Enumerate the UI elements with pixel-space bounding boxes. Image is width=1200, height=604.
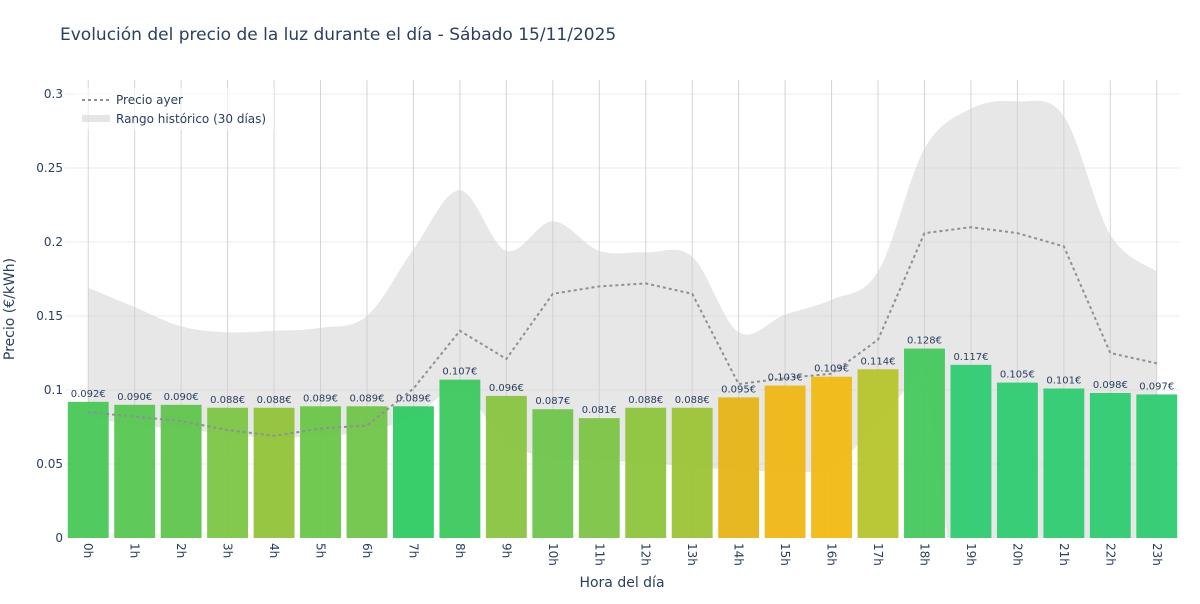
legend-background: [74, 88, 274, 130]
y-tick-label: 0.25: [36, 161, 63, 175]
bar-value-label: 0.092€: [71, 389, 106, 400]
bar-value-label: 0.101€: [1046, 376, 1081, 387]
bar-value-label: 0.088€: [257, 395, 292, 406]
price-bar[interactable]: [718, 397, 760, 538]
x-tick-label: 1h: [128, 543, 142, 558]
x-tick-label: 14h: [732, 543, 746, 566]
x-tick-label: 20h: [1010, 543, 1024, 566]
x-tick-label: 23h: [1150, 543, 1164, 566]
bar-value-label: 0.089€: [396, 393, 431, 404]
y-tick-label: 0: [55, 531, 63, 545]
price-bar[interactable]: [300, 406, 341, 538]
x-tick-label: 22h: [1103, 543, 1117, 566]
bar-value-label: 0.090€: [117, 392, 152, 403]
bar-value-label: 0.088€: [210, 395, 245, 406]
bar-value-label: 0.117€: [953, 352, 988, 363]
x-tick-label: 19h: [964, 543, 978, 566]
x-tick-label: 21h: [1057, 543, 1071, 566]
legend-label-history[interactable]: Rango histórico (30 días): [116, 112, 266, 126]
bar-value-label: 0.098€: [1093, 380, 1128, 391]
x-tick-label: 7h: [406, 543, 420, 558]
legend-label-yesterday[interactable]: Precio ayer: [116, 93, 183, 107]
chart-title: Evolución del precio de la luz durante e…: [60, 25, 616, 45]
bar-value-label: 0.109€: [814, 364, 849, 375]
legend: Precio ayer Rango histórico (30 días): [74, 88, 274, 130]
price-bar[interactable]: [857, 369, 899, 538]
price-bar[interactable]: [1136, 394, 1178, 538]
price-bar[interactable]: [439, 379, 481, 538]
price-bar[interactable]: [904, 348, 945, 538]
x-tick-label: 17h: [871, 543, 885, 566]
price-bar[interactable]: [578, 418, 620, 538]
bar-value-label: 0.128€: [907, 336, 942, 347]
x-tick-label: 5h: [314, 543, 328, 558]
x-tick-label: 9h: [499, 543, 513, 558]
price-bar[interactable]: [811, 376, 853, 538]
price-bar[interactable]: [1089, 392, 1131, 538]
bar-value-label: 0.089€: [303, 393, 338, 404]
bar-label-layer: 0.092€ 0.090€ 0.090€ 0.088€ 0.088€ 0.089€ 0.08…: [71, 336, 1175, 417]
bar-value-label: 0.090€: [164, 392, 199, 403]
bar-value-label: 0.088€: [628, 395, 663, 406]
bar-value-label: 0.105€: [1000, 370, 1035, 381]
price-bar[interactable]: [764, 385, 806, 538]
bar-value-label: 0.088€: [675, 395, 710, 406]
bar-value-label: 0.081€: [582, 405, 617, 416]
x-tick-label: 0h: [81, 543, 95, 558]
x-tick-label: 6h: [360, 543, 374, 558]
bar-layer: [67, 348, 1178, 538]
axis-layer: 0 0.05 0.1 0.15 0.2 0.25 0.3 0h 1h 2h 3h 4h 5h 6h 7h 8h…: [36, 87, 1163, 566]
x-tick-label: 12h: [639, 543, 653, 566]
bar-value-label: 0.089€: [349, 393, 384, 404]
price-bar[interactable]: [346, 406, 388, 538]
y-tick-label: 0.1: [44, 383, 63, 397]
x-tick-label: 8h: [453, 543, 467, 558]
price-bar[interactable]: [671, 407, 713, 538]
price-bar[interactable]: [485, 395, 527, 538]
x-tick-label: 16h: [825, 543, 839, 566]
price-bar[interactable]: [996, 382, 1038, 538]
price-bar[interactable]: [392, 406, 434, 538]
legend-area-swatch[interactable]: [82, 115, 110, 122]
x-tick-label: 18h: [917, 543, 931, 566]
bar-value-label: 0.087€: [535, 396, 570, 407]
bar-value-label: 0.097€: [1139, 381, 1174, 392]
price-bar[interactable]: [625, 407, 667, 538]
price-bar[interactable]: [1043, 388, 1085, 538]
y-tick-label: 0.05: [36, 457, 63, 471]
x-axis-title: Hora del día: [579, 575, 664, 591]
y-axis-title: Precio (€/kWh): [2, 258, 18, 360]
bar-value-label: 0.107€: [442, 367, 477, 378]
x-tick-label: 4h: [267, 543, 281, 558]
yesterday-price-line[interactable]: [88, 226, 1157, 437]
yesterday-line-layer: [88, 226, 1157, 437]
bar-value-label: 0.114€: [861, 356, 896, 367]
x-tick-label: 13h: [685, 543, 699, 566]
x-tick-label: 2h: [174, 543, 188, 558]
price-bar[interactable]: [950, 364, 992, 538]
y-tick-label: 0.2: [44, 235, 63, 249]
x-tick-label: 15h: [778, 543, 792, 566]
price-bar[interactable]: [160, 404, 202, 538]
y-tick-label: 0.15: [36, 309, 63, 323]
price-bar[interactable]: [532, 409, 574, 538]
x-tick-label: 10h: [546, 543, 560, 566]
x-tick-label: 11h: [592, 543, 606, 566]
bar-value-label: 0.103€: [768, 373, 803, 384]
y-tick-label: 0.3: [44, 87, 63, 101]
price-bar[interactable]: [67, 401, 109, 538]
price-bar[interactable]: [114, 404, 156, 538]
bar-value-label: 0.096€: [489, 383, 524, 394]
x-tick-label: 3h: [221, 543, 235, 558]
price-bar[interactable]: [253, 407, 295, 538]
bar-value-label: 0.095€: [721, 384, 756, 395]
